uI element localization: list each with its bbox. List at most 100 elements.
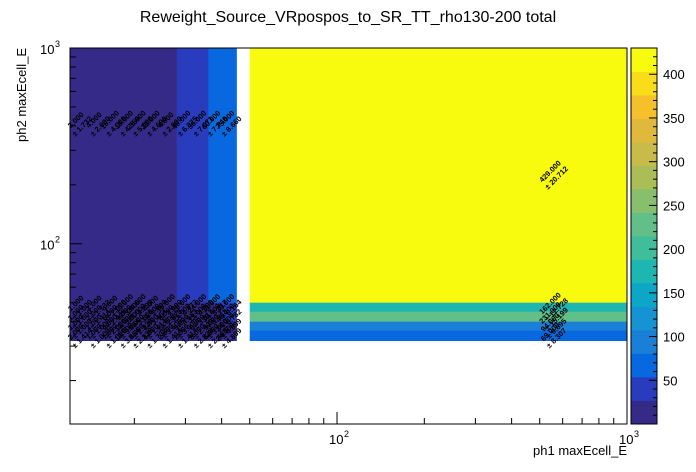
heatmap-cell bbox=[176, 330, 194, 342]
heatmap-cell bbox=[121, 48, 135, 304]
colorbar-segment bbox=[631, 189, 657, 213]
heatmap-cells bbox=[70, 48, 628, 342]
heatmap-cell bbox=[162, 311, 178, 323]
heatmap-cell bbox=[208, 302, 223, 313]
x-tick-exponent: 2 bbox=[344, 429, 349, 439]
colorbar-segment bbox=[631, 283, 657, 307]
colorbar-segment bbox=[631, 212, 657, 237]
colorbar-segment bbox=[631, 71, 657, 96]
heatmap-cell bbox=[146, 48, 163, 304]
heatmap-cell bbox=[221, 302, 237, 313]
colorbar-tick-label: 300 bbox=[663, 155, 685, 170]
heatmap-cell bbox=[249, 311, 628, 323]
heatmap-cell bbox=[134, 302, 147, 313]
colorbar-segment bbox=[631, 259, 657, 284]
heatmap-cell bbox=[162, 48, 178, 304]
colorbar-segment bbox=[631, 165, 657, 190]
heatmap-cell bbox=[208, 48, 223, 304]
colorbar-segment bbox=[631, 400, 657, 425]
heatmap-cell bbox=[146, 302, 163, 313]
heatmap-cell bbox=[193, 321, 209, 332]
y-tick-exponent: 2 bbox=[55, 235, 60, 245]
colorbar-tick-label: 200 bbox=[663, 242, 685, 257]
heatmap-cell bbox=[121, 302, 135, 313]
heatmap-cell bbox=[134, 330, 147, 342]
heatmap-cell bbox=[176, 302, 194, 313]
colorbar-segment bbox=[631, 377, 657, 401]
heatmap-cell bbox=[70, 48, 90, 304]
heatmap-cell bbox=[89, 311, 107, 323]
colorbar-segment bbox=[631, 306, 657, 331]
y-tick-label: 10 bbox=[40, 42, 54, 57]
colorbar-segment bbox=[631, 236, 657, 260]
heatmap-cell bbox=[89, 330, 107, 342]
y-tick-exponent: 3 bbox=[55, 39, 60, 49]
x-tick-label: 10 bbox=[619, 432, 633, 447]
colorbar-tick-label: 150 bbox=[663, 286, 685, 301]
heatmap-cell bbox=[176, 321, 194, 332]
heatmap-cell bbox=[121, 321, 135, 332]
heatmap-cell bbox=[134, 311, 147, 323]
heatmap-cell bbox=[70, 302, 90, 313]
heatmap-cell bbox=[106, 48, 122, 304]
heatmap-cell bbox=[249, 48, 628, 304]
chart-title: Reweight_Source_VRpospos_to_SR_TT_rho130… bbox=[140, 9, 556, 26]
heatmap-cell bbox=[221, 311, 237, 323]
colorbar-segment bbox=[631, 95, 657, 119]
y-axis-label: ph2 maxEcell_E bbox=[14, 48, 29, 142]
heatmap-cell bbox=[146, 330, 163, 342]
heatmap-cell bbox=[70, 321, 90, 332]
heatmap-cell bbox=[249, 321, 628, 332]
heatmap-cell bbox=[89, 48, 107, 304]
y-tick-label: 10 bbox=[40, 238, 54, 253]
colorbar-tick-label: 100 bbox=[663, 330, 685, 345]
plot-frame bbox=[69, 47, 628, 425]
colorbar-segment bbox=[631, 48, 657, 72]
x-axis-label: ph1 maxEcell_E bbox=[533, 443, 627, 458]
heatmap-cell bbox=[193, 311, 209, 323]
heatmap-cell bbox=[176, 48, 194, 304]
heatmap-cell bbox=[176, 311, 194, 323]
heatmap-cell bbox=[249, 302, 628, 313]
colorbar-tick-label: 250 bbox=[663, 198, 685, 213]
colorbar: 50 100 150 200 250 300 350 400 bbox=[630, 47, 685, 425]
heatmap-cell bbox=[121, 311, 135, 323]
heatmap-cell bbox=[208, 321, 223, 332]
colorbar-tick-label: 400 bbox=[663, 67, 685, 82]
heatmap-cell bbox=[134, 48, 147, 304]
colorbar-segment bbox=[631, 330, 657, 354]
heatmap-cell bbox=[89, 321, 107, 332]
heatmap-cell bbox=[221, 330, 237, 342]
x-tick-label: 10 bbox=[329, 432, 343, 447]
heatmap-cell bbox=[134, 321, 147, 332]
heatmap-cell bbox=[121, 330, 135, 342]
colorbar-tick-label: 350 bbox=[663, 111, 685, 126]
heatmap-cell bbox=[106, 321, 122, 332]
heatmap-cell bbox=[208, 330, 223, 342]
heatmap-cell bbox=[70, 330, 90, 342]
colorbar-segment bbox=[631, 353, 657, 378]
heatmap-cell bbox=[193, 48, 209, 304]
heatmap-cell bbox=[162, 330, 178, 342]
colorbar-segment bbox=[631, 142, 657, 166]
heatmap-cell bbox=[89, 302, 107, 313]
colorbar-segment bbox=[631, 118, 657, 143]
axis-ticks: 10 2 10 310 210 3 bbox=[40, 39, 639, 447]
heatmap-cell bbox=[106, 302, 122, 313]
heatmap-cell bbox=[162, 321, 178, 332]
heatmap-cell bbox=[249, 330, 628, 342]
heatmap-cell bbox=[193, 302, 209, 313]
colorbar-tick-label: 50 bbox=[663, 373, 677, 388]
heatmap-cell bbox=[106, 311, 122, 323]
colorbar-frame bbox=[630, 47, 658, 425]
heatmap-cell bbox=[221, 48, 237, 304]
x-tick-exponent: 3 bbox=[634, 429, 639, 439]
heatmap-cell bbox=[146, 311, 163, 323]
heatmap-cell bbox=[162, 302, 178, 313]
heatmap-cell bbox=[221, 321, 237, 332]
heatmap-cell bbox=[106, 330, 122, 342]
heatmap-cell bbox=[146, 321, 163, 332]
heatmap-cell bbox=[193, 330, 209, 342]
